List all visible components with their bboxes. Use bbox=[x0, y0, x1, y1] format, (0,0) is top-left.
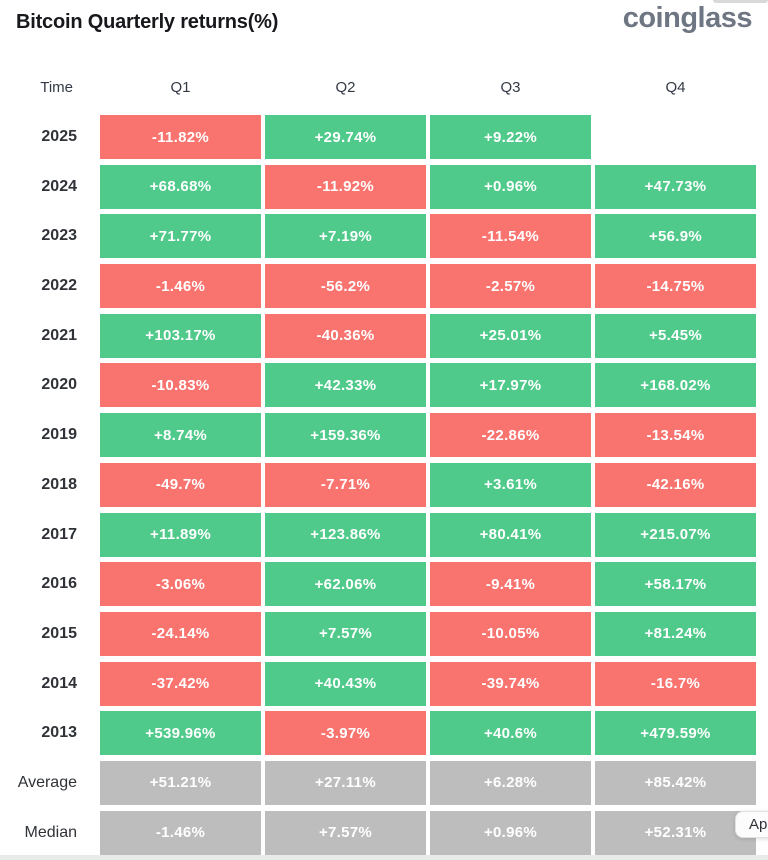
column-header-q1: Q1 bbox=[170, 79, 191, 96]
row-label-2021: 2021 bbox=[41, 326, 77, 344]
cell-2020-q1: -10.83% bbox=[100, 363, 261, 408]
cell-2025-q4-empty bbox=[595, 115, 756, 159]
cell-2013-q1: +539.96% bbox=[100, 711, 261, 756]
cell-2019-q2: +159.36% bbox=[265, 413, 426, 458]
cell-2020-q2: +42.33% bbox=[265, 363, 426, 408]
cell-2024-q1: +68.68% bbox=[100, 164, 261, 209]
cell-2017-q3: +80.41% bbox=[430, 512, 591, 557]
cell-2019-q3: -22.86% bbox=[430, 413, 591, 458]
cell-2015-q4: +81.24% bbox=[595, 611, 756, 656]
cell-2024-q4: +47.73% bbox=[595, 164, 756, 209]
cell-2019-q1: +8.74% bbox=[100, 413, 261, 458]
column-header-time: Time bbox=[40, 79, 73, 96]
cell-2015-q1: -24.14% bbox=[100, 611, 261, 656]
coinglass-logo: coinglass bbox=[622, 2, 753, 34]
cell-average-q1: +51.21% bbox=[100, 760, 261, 805]
cell-2016-q3: -9.41% bbox=[430, 562, 591, 607]
cell-2022-q1: -1.46% bbox=[100, 264, 261, 309]
cell-2020-q3: +17.97% bbox=[430, 363, 591, 408]
row-label-2018: 2018 bbox=[41, 475, 77, 493]
cell-2014-q3: -39.74% bbox=[430, 661, 591, 706]
cell-2023-q4: +56.9% bbox=[595, 214, 756, 259]
cell-2016-q2: +62.06% bbox=[265, 562, 426, 607]
cell-2025-q3: +9.22% bbox=[430, 115, 591, 159]
row-label-2017: 2017 bbox=[41, 525, 77, 543]
cell-2021-q3: +25.01% bbox=[430, 313, 591, 358]
row-label-2024: 2024 bbox=[41, 177, 77, 195]
cell-average-q2: +27.11% bbox=[265, 760, 426, 805]
cell-2016-q4: +58.17% bbox=[595, 562, 756, 607]
cell-2020-q4: +168.02% bbox=[595, 363, 756, 408]
cell-2017-q2: +123.86% bbox=[265, 512, 426, 557]
cell-2022-q3: -2.57% bbox=[430, 264, 591, 309]
row-label-2015: 2015 bbox=[41, 624, 77, 642]
cell-median-q3: +0.96% bbox=[430, 810, 591, 855]
cell-2013-q3: +40.6% bbox=[430, 711, 591, 756]
cell-2018-q4: -42.16% bbox=[595, 462, 756, 507]
cropped-top-right-element bbox=[713, 0, 768, 3]
cell-median-q4: +52.31% bbox=[595, 810, 756, 855]
row-label-2020: 2020 bbox=[41, 376, 77, 394]
cell-2022-q2: -56.2% bbox=[265, 264, 426, 309]
cell-2021-q4: +5.45% bbox=[595, 313, 756, 358]
cell-2017-q4: +215.07% bbox=[595, 512, 756, 557]
cell-2018-q1: -49.7% bbox=[100, 462, 261, 507]
cell-2013-q4: +479.59% bbox=[595, 711, 756, 756]
cell-median-q2: +7.57% bbox=[265, 810, 426, 855]
row-label-2023: 2023 bbox=[41, 227, 77, 245]
table-column-headers: Time Q1 Q2 Q3 Q4 bbox=[0, 79, 756, 97]
column-header-q4: Q4 bbox=[665, 79, 686, 96]
cell-2018-q2: -7.71% bbox=[265, 462, 426, 507]
cell-2018-q3: +3.61% bbox=[430, 462, 591, 507]
cell-2016-q1: -3.06% bbox=[100, 562, 261, 607]
cell-2021-q2: -40.36% bbox=[265, 313, 426, 358]
cell-2019-q4: -13.54% bbox=[595, 413, 756, 458]
row-label-2025: 2025 bbox=[41, 128, 77, 145]
cell-2025-q2: +29.74% bbox=[265, 115, 426, 159]
column-header-q3: Q3 bbox=[500, 79, 521, 96]
cell-median-q1: -1.46% bbox=[100, 810, 261, 855]
cell-2017-q1: +11.89% bbox=[100, 512, 261, 557]
row-label-2019: 2019 bbox=[41, 426, 77, 444]
cell-average-q4: +85.42% bbox=[595, 760, 756, 805]
page-title: Bitcoin Quarterly returns(%) bbox=[16, 11, 279, 33]
row-label-2016: 2016 bbox=[41, 575, 77, 593]
cell-2023-q3: -11.54% bbox=[430, 214, 591, 259]
cell-2023-q2: +7.19% bbox=[265, 214, 426, 259]
overlay-button[interactable]: Ap bbox=[735, 811, 768, 838]
row-label-median: Median bbox=[24, 823, 77, 841]
bottom-strip bbox=[0, 855, 768, 860]
cell-2023-q1: +71.77% bbox=[100, 214, 261, 259]
row-label-average: Average bbox=[17, 773, 77, 791]
row-label-2013: 2013 bbox=[41, 724, 77, 742]
cell-2014-q1: -37.42% bbox=[100, 661, 261, 706]
quarterly-returns-table: 2025 -11.82% +29.74% +9.22% 2024 +68.68% -11.9… bbox=[0, 115, 756, 855]
cell-2024-q3: +0.96% bbox=[430, 164, 591, 209]
cell-2025-q1: -11.82% bbox=[100, 115, 261, 159]
cell-2022-q4: -14.75% bbox=[595, 264, 756, 309]
cell-2013-q2: -3.97% bbox=[265, 711, 426, 756]
cell-2015-q2: +7.57% bbox=[265, 611, 426, 656]
cell-average-q3: +6.28% bbox=[430, 760, 591, 805]
cell-2014-q4: -16.7% bbox=[595, 661, 756, 706]
cell-2014-q2: +40.43% bbox=[265, 661, 426, 706]
column-header-q2: Q2 bbox=[335, 79, 356, 96]
cell-2024-q2: -11.92% bbox=[265, 164, 426, 209]
row-label-2022: 2022 bbox=[41, 277, 77, 295]
cell-2015-q3: -10.05% bbox=[430, 611, 591, 656]
row-label-2014: 2014 bbox=[41, 674, 77, 692]
cell-2021-q1: +103.17% bbox=[100, 313, 261, 358]
